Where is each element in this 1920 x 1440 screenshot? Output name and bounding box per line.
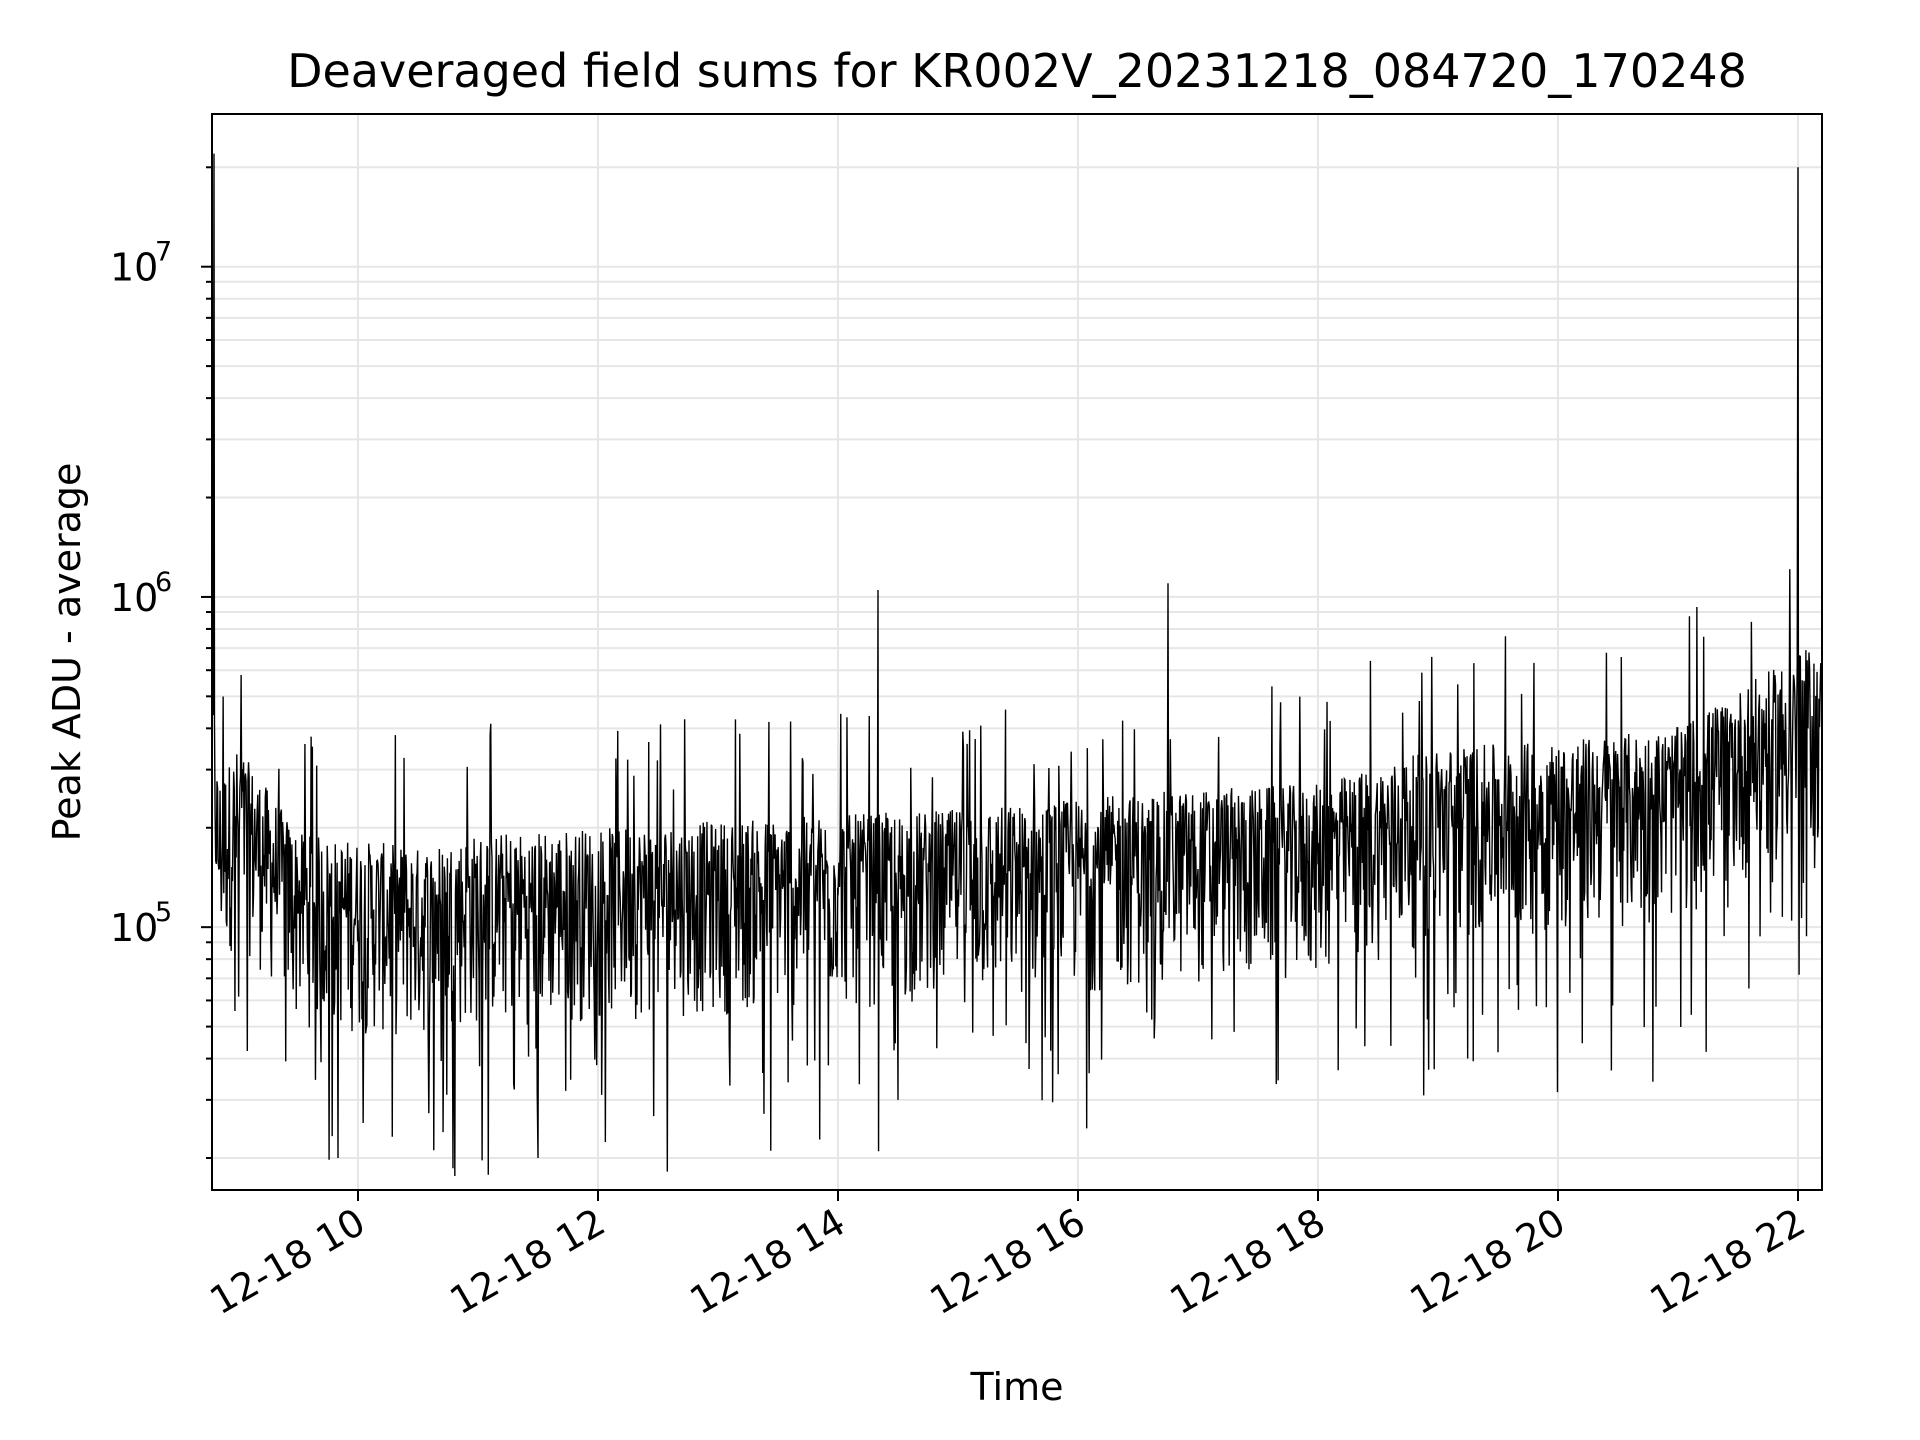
x-tick-label: 12-18 20 xyxy=(1403,1200,1573,1324)
y-tick-label: 10 xyxy=(110,906,158,950)
x-tick-label: 12-18 12 xyxy=(443,1200,613,1324)
y-axis-label: Peak ADU - average xyxy=(45,463,89,842)
y-tick-label: 10 xyxy=(110,246,158,290)
x-tick-label: 12-18 18 xyxy=(1163,1200,1333,1324)
x-tick-label: 12-18 10 xyxy=(203,1200,373,1324)
plot-frame xyxy=(211,113,1823,1191)
chart-title: Deaveraged field sums for KR002V_2023121… xyxy=(287,44,1747,98)
x-tick-label: 12-18 22 xyxy=(1643,1200,1813,1324)
x-tick-label: 12-18 16 xyxy=(923,1200,1093,1324)
x-axis-label: Time xyxy=(970,1365,1064,1409)
data-layer xyxy=(211,153,1823,1177)
y-tick-exponent: 7 xyxy=(155,237,172,268)
y-tick-exponent: 6 xyxy=(155,567,172,598)
series-line xyxy=(211,153,1823,1177)
y-tick-exponent: 5 xyxy=(155,897,172,928)
x-tick-label: 12-18 14 xyxy=(683,1200,853,1324)
y-tick-label: 10 xyxy=(110,576,158,620)
